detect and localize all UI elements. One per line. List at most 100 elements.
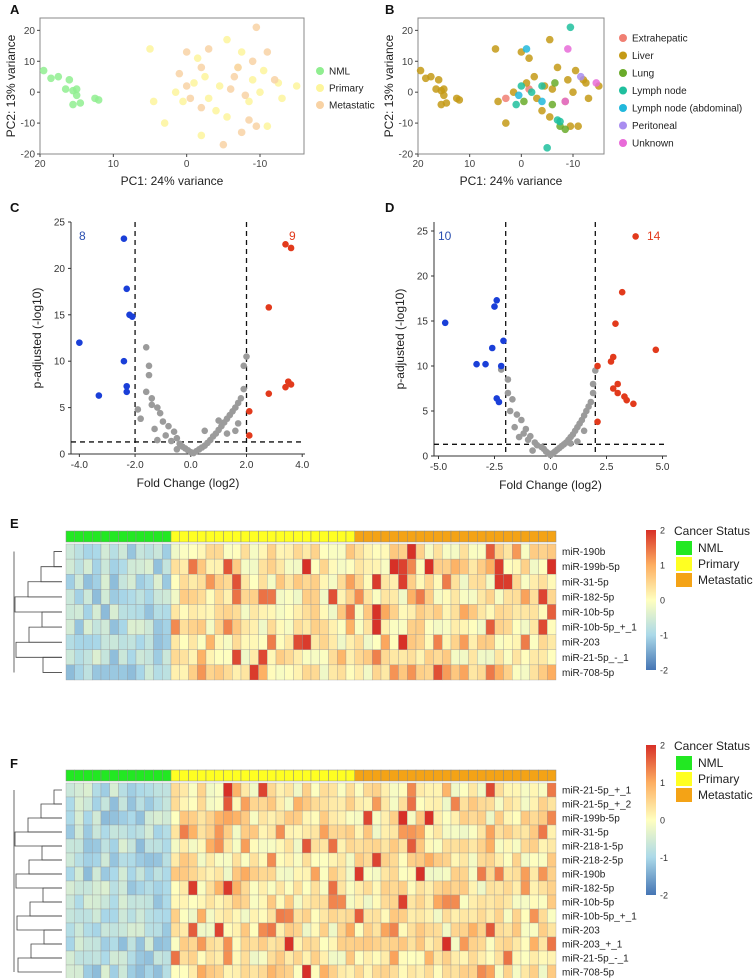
volcano-d-point-up <box>609 385 617 392</box>
heatmap-e-cell <box>459 543 469 560</box>
heatmap-e-cell <box>127 589 137 605</box>
heatmap-f-cell <box>92 894 102 910</box>
heatmap-f-cell <box>407 908 417 924</box>
heatmap-f-cell <box>389 866 399 882</box>
heatmap-e-cell <box>538 619 548 635</box>
heatmap-f-cell <box>529 824 539 840</box>
heatmap-e-cell <box>118 543 128 560</box>
heatmap-e-cell <box>363 543 373 560</box>
heatmap-f-cell <box>520 838 530 854</box>
heatmap-e-cell <box>468 649 478 666</box>
heatmap-e-cell <box>302 604 312 620</box>
heatmap-e-cell <box>372 574 382 590</box>
heatmap-f-cell <box>415 782 425 798</box>
heatmap-f-cell <box>415 950 425 966</box>
volcano-d-point-up <box>614 389 622 397</box>
heatmap-e-cell <box>197 619 207 635</box>
heatmap-e-cell <box>214 574 224 590</box>
pca-a-point-metastatic <box>263 48 272 56</box>
heatmap-f-cell <box>214 964 224 978</box>
heatmap-f-cell <box>127 880 137 896</box>
heatmap-f-cell <box>65 880 75 896</box>
volcano-c-point-ns <box>134 406 142 413</box>
heatmap-e-cell <box>310 604 320 620</box>
heatmap-e-cell <box>214 664 224 681</box>
heatmap-f-cell <box>407 922 417 938</box>
heatmap-e-cell <box>144 664 154 681</box>
heatmap-f-cell <box>459 964 469 978</box>
heatmap-e-cell <box>74 619 84 635</box>
pca-a-point-metastatic <box>252 122 261 130</box>
heatmap-e-cell <box>179 619 189 635</box>
heatmap-e-cell <box>223 619 233 635</box>
heatmap-f-cell <box>153 810 163 826</box>
heatmap-e-cell <box>503 589 513 605</box>
heatmap-f-cell <box>310 810 320 826</box>
heatmap-f-cell <box>328 880 338 896</box>
heatmap-f-cell <box>179 908 189 924</box>
pca-b-x-tick-label: -10 <box>566 159 581 170</box>
heatmap-f-cell <box>232 838 242 854</box>
pca-b-legend-swatch <box>619 104 627 112</box>
heatmap-e-cell <box>153 543 163 560</box>
heatmap-f-cell <box>407 810 417 826</box>
heatmap-f-cell <box>477 796 487 812</box>
heatmap-f-cell <box>109 852 119 868</box>
heatmap-f-cell <box>424 782 434 798</box>
heatmap-e-annotation-cell <box>459 530 469 543</box>
heatmap-f-cell <box>214 838 224 854</box>
volcano-c-x-tick-label: 4.0 <box>295 460 309 471</box>
heatmap-f-colorbar-tick: 0 <box>660 816 665 826</box>
pca-b-legend-swatch <box>619 51 627 60</box>
heatmap-f-cell <box>144 950 154 966</box>
heatmap-e-cell <box>74 574 84 590</box>
heatmap-e-cell <box>188 574 198 590</box>
heatmap-e-cell <box>135 574 145 590</box>
heatmap-f-cell <box>267 894 277 910</box>
heatmap-f-cell <box>363 936 373 952</box>
volcano-d-y-tick-label: 10 <box>417 362 429 373</box>
pca-b-point-liver <box>574 122 582 130</box>
heatmap-f-cell <box>424 936 434 952</box>
heatmap-e-cell <box>275 619 285 635</box>
heatmap-f-cell <box>162 922 172 938</box>
volcano-d-point-up <box>594 418 601 426</box>
volcano-c-point-ns <box>165 422 172 430</box>
volcano-d-point-down <box>473 360 480 368</box>
heatmap-e-annotation-cell <box>520 530 530 543</box>
heatmap-f-cell <box>547 922 557 938</box>
heatmap-f-cell <box>328 852 338 868</box>
heatmap-f-cell <box>258 964 268 978</box>
heatmap-e-cell <box>118 664 128 681</box>
heatmap-f-annotation-cell <box>302 769 312 782</box>
heatmap-e-cell <box>240 664 250 681</box>
heatmap-f-cell <box>398 964 408 978</box>
heatmap-f-cell <box>512 950 522 966</box>
heatmap-f-cell <box>249 950 259 966</box>
volcano-d-point-down <box>441 319 449 327</box>
heatmap-e-cell <box>354 664 364 681</box>
volcano-c-point-up <box>287 381 295 388</box>
heatmap-f-cell <box>477 852 487 868</box>
heatmap-f-cell <box>240 824 250 840</box>
heatmap-e-cell <box>144 649 154 666</box>
heatmap-f-cell <box>205 936 215 952</box>
heatmap-f-cell <box>310 782 320 798</box>
heatmap-e-cell <box>232 619 242 635</box>
heatmap-f-cell <box>433 894 443 910</box>
volcano-d-point-up <box>652 346 660 354</box>
heatmap-f-annotation-cell <box>468 769 478 782</box>
heatmap-e-cell <box>275 634 285 650</box>
heatmap-e-legend-swatch <box>676 557 692 571</box>
heatmap-f-cell <box>240 782 250 798</box>
heatmap-f-cell <box>109 782 119 798</box>
heatmap-f-cell <box>144 782 154 798</box>
pca-b-plot-frame <box>417 17 605 155</box>
volcano-c-x-tick-label: 0.0 <box>184 460 198 471</box>
pca-b-point-lymph-node <box>517 82 526 90</box>
heatmap-e-cell <box>83 619 93 635</box>
heatmap-f-annotation-cell <box>127 769 137 782</box>
heatmap-f-cell <box>249 908 259 924</box>
heatmap-f-cell <box>83 782 93 798</box>
